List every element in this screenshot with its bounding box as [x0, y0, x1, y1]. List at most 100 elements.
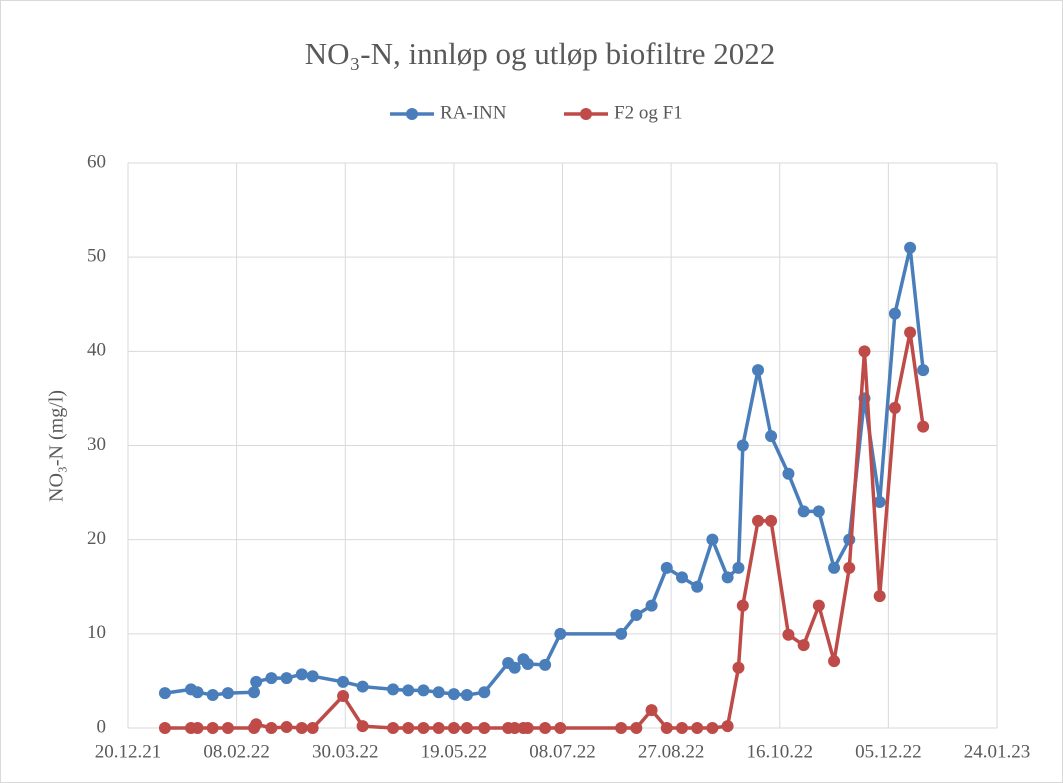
data-point: [158, 722, 171, 734]
data-point: [630, 609, 643, 621]
data-point: [732, 661, 745, 674]
data-point: [447, 688, 460, 701]
data-point: [675, 571, 688, 584]
data-point: [917, 420, 930, 433]
data-point: [721, 720, 734, 733]
data-point: [417, 722, 430, 734]
data-point: [306, 722, 319, 734]
data-point: [417, 684, 430, 697]
data-point: [337, 689, 350, 702]
data-point: [736, 439, 749, 452]
data-point: [675, 722, 688, 734]
data-point: [812, 505, 825, 518]
data-point: [706, 533, 719, 546]
data-point: [858, 345, 871, 358]
data-point: [645, 704, 658, 717]
x-tick-label: 08.02.22: [203, 741, 270, 762]
data-point: [356, 680, 369, 693]
data-point: [888, 307, 901, 320]
data-point: [402, 684, 415, 697]
legend-marker: [580, 108, 592, 120]
y-tick-label: 60: [87, 151, 106, 172]
data-point: [660, 561, 673, 574]
data-point: [752, 514, 765, 527]
data-point: [706, 722, 719, 734]
y-axis-label: NO₃-N (mg/l): [46, 390, 68, 502]
data-point: [904, 241, 917, 254]
data-point: [782, 467, 795, 480]
data-point: [402, 722, 415, 734]
data-point: [732, 561, 745, 574]
data-point: [306, 670, 319, 683]
y-tick-label: 20: [87, 528, 106, 549]
data-point: [221, 687, 234, 700]
data-point: [765, 514, 778, 527]
data-point: [554, 627, 567, 640]
data-point: [828, 561, 841, 574]
data-point: [660, 722, 673, 734]
y-tick-label: 10: [87, 622, 106, 643]
data-point: [337, 675, 350, 688]
data-point: [917, 364, 930, 377]
data-point: [387, 722, 400, 734]
data-point: [873, 590, 886, 603]
data-point: [248, 686, 261, 699]
data-point: [158, 687, 171, 700]
legend-label: F2 og F1: [614, 102, 683, 123]
y-tick-label: 0: [97, 716, 107, 737]
data-point: [873, 496, 886, 508]
data-point: [691, 580, 704, 593]
data-point: [432, 722, 445, 734]
data-point: [432, 686, 445, 699]
x-tick-label: 19.05.22: [421, 741, 488, 762]
x-tick-label: 05.12.22: [855, 741, 922, 762]
data-point: [460, 722, 473, 734]
data-point: [904, 326, 917, 339]
data-point: [280, 672, 293, 685]
data-point: [752, 364, 765, 377]
data-point: [797, 639, 810, 652]
data-point: [888, 401, 901, 414]
data-point: [295, 722, 308, 734]
data-point: [843, 561, 856, 574]
y-tick-label: 30: [87, 434, 106, 455]
x-tick-label: 27.08.22: [638, 741, 705, 762]
data-point: [250, 718, 263, 731]
data-point: [615, 627, 628, 640]
data-point: [797, 505, 810, 518]
data-point: [508, 722, 521, 734]
legend-label: RA-INN: [440, 102, 507, 123]
data-point: [280, 721, 293, 734]
data-point: [812, 599, 825, 612]
data-point: [356, 720, 369, 733]
data-point: [539, 722, 552, 734]
data-point: [539, 658, 552, 671]
x-tick-label: 08.07.22: [529, 741, 596, 762]
data-point: [521, 722, 534, 734]
x-tick-label: 30.03.22: [312, 741, 379, 762]
data-point: [387, 683, 400, 696]
data-point: [736, 599, 749, 612]
data-point: [265, 722, 278, 734]
data-point: [508, 661, 521, 674]
data-point: [615, 722, 628, 734]
data-point: [630, 722, 643, 734]
legend-marker: [406, 108, 418, 120]
data-point: [206, 689, 219, 702]
y-tick-label: 50: [87, 246, 106, 267]
x-tick-label: 16.10.22: [747, 741, 814, 762]
data-point: [460, 689, 473, 702]
data-point: [221, 722, 234, 734]
data-point: [206, 722, 219, 734]
data-point: [295, 668, 308, 681]
data-point: [521, 657, 534, 670]
data-point: [478, 686, 491, 699]
data-point: [765, 430, 778, 443]
data-point: [250, 675, 263, 688]
x-tick-label: 24.01.23: [964, 741, 1031, 762]
data-point: [554, 722, 567, 734]
data-point: [447, 722, 460, 734]
y-tick-label: 40: [87, 340, 106, 361]
